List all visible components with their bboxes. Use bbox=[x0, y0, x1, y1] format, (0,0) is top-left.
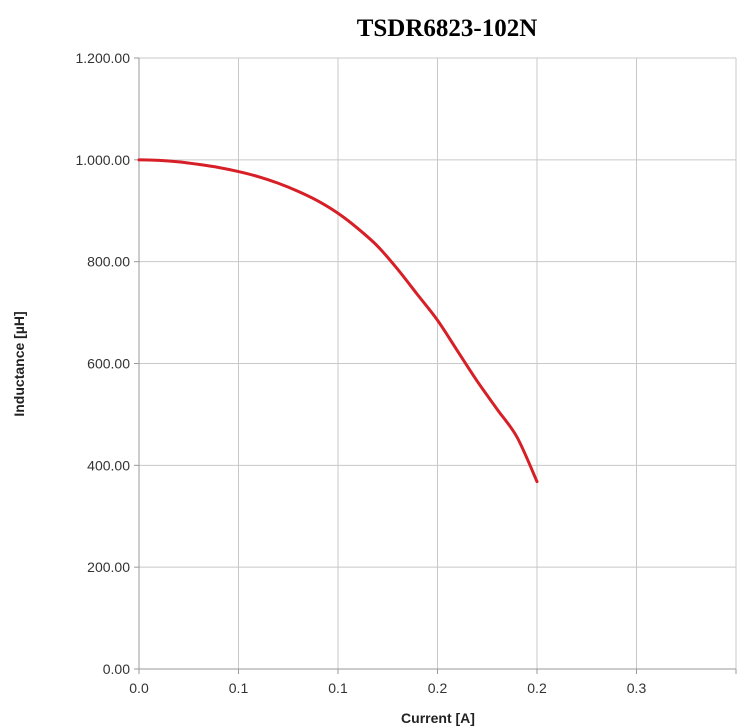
grid bbox=[139, 57, 737, 669]
series-line bbox=[137, 158, 539, 484]
x-tick-label: 0.2 bbox=[428, 680, 448, 696]
x-tick-label: 0.0 bbox=[129, 680, 149, 696]
y-tick-label: 400.00 bbox=[87, 457, 130, 473]
y-axis-label: Inductance [µH] bbox=[11, 311, 27, 416]
x-tick-label: 0.1 bbox=[229, 680, 249, 696]
axes bbox=[134, 57, 737, 674]
y-tick-label: 800.00 bbox=[87, 254, 130, 270]
tick-labels: 0.00 200.00 400.00 600.00 800.00 1.000.00 1.20… bbox=[76, 50, 647, 696]
y-tick-label: 0.00 bbox=[103, 661, 130, 677]
chart-title: TSDR6823-102N bbox=[357, 15, 538, 42]
x-tick-label: 0.2 bbox=[527, 680, 547, 696]
x-tick-label: 0.3 bbox=[627, 680, 647, 696]
y-tick-label: 200.00 bbox=[87, 559, 130, 575]
series-layer bbox=[137, 158, 539, 484]
y-tick-label: 1.200.00 bbox=[76, 50, 131, 66]
x-axis-label: Current [A] bbox=[401, 710, 475, 726]
y-tick-label: 600.00 bbox=[87, 356, 130, 372]
y-tick-label: 1.000.00 bbox=[76, 152, 131, 168]
x-tick-label: 0.1 bbox=[328, 680, 348, 696]
